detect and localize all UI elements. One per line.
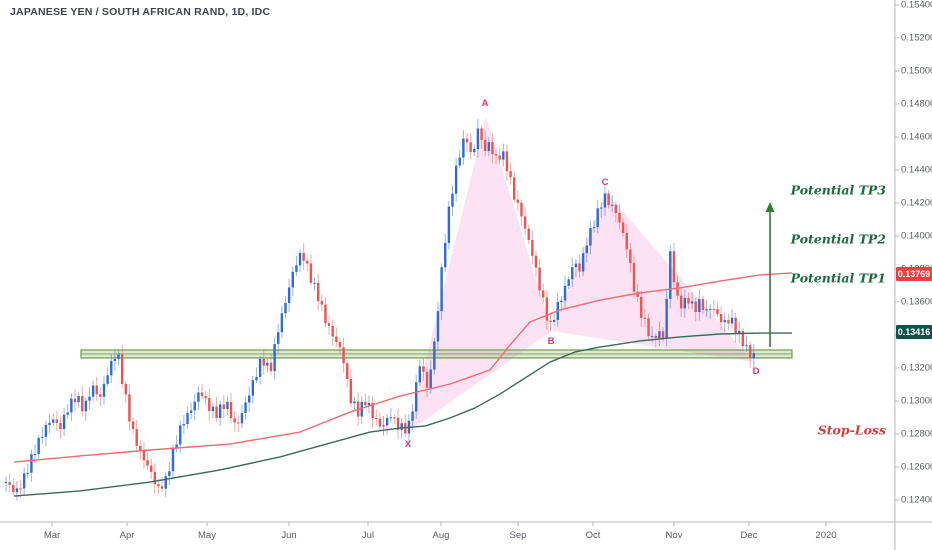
time-axis-label: Apr <box>119 530 135 541</box>
time-axis-label: Jul <box>361 530 375 541</box>
potential-tp3-label: Potential TP3 <box>790 182 886 198</box>
price-axis-label: 0.12600 <box>901 461 932 473</box>
price-axis-label: 0.15000 <box>901 65 932 77</box>
price-axis-label: 0.14000 <box>901 230 932 242</box>
price-axis-label: 0.14400 <box>901 164 932 176</box>
time-axis-label: Oct <box>585 530 601 541</box>
harmonic-pattern-fill[interactable] <box>408 117 753 433</box>
time-axis-label: Sep <box>509 530 527 541</box>
ma-fast-line[interactable] <box>13 272 793 463</box>
pattern-letter-a: A <box>482 98 489 109</box>
price-axis-label: 0.14200 <box>901 197 932 209</box>
price-axis-label: 0.14600 <box>901 131 932 143</box>
stop-loss-label: Stop-Loss <box>817 422 886 438</box>
potential-tp2-label: Potential TP2 <box>790 231 886 247</box>
price-axis-label: 0.14800 <box>901 98 932 110</box>
time-axis-label: May <box>198 530 216 541</box>
ma-fast-value-axis-label: 0.13769 <box>896 267 932 282</box>
time-axis-label: Mar <box>43 530 61 541</box>
price-axis-label: 0.13000 <box>901 395 932 407</box>
projection-arrow[interactable] <box>765 202 775 348</box>
candles-layer[interactable] <box>4 118 755 501</box>
time-axis-label: Jun <box>281 530 297 541</box>
pattern-letter-b: B <box>548 336 555 347</box>
price-axis-label: 0.13600 <box>901 296 932 308</box>
price-axis-label: 0.12800 <box>901 428 932 440</box>
time-axis-label: Dec <box>740 530 758 541</box>
ma-slow-line[interactable] <box>13 332 792 497</box>
price-axis-label: 0.15200 <box>901 32 932 44</box>
pattern-letter-d: D <box>753 366 760 377</box>
time-axis-label: Aug <box>432 530 450 541</box>
time-axis-label: 2020 <box>815 530 837 541</box>
symbol-title: JAPANESE YEN / SOUTH AFRICAN RAND, 1D, I… <box>10 6 271 18</box>
pattern-letters: X A B C D <box>405 98 760 450</box>
support-zone[interactable] <box>80 349 793 359</box>
time-axis-label: Nov <box>665 530 683 541</box>
price-axis-label: 0.15400 <box>901 0 932 11</box>
pattern-letter-c: C <box>602 177 609 188</box>
potential-tp1-label: Potential TP1 <box>790 270 886 286</box>
price-axis-label: 0.12400 <box>901 494 932 506</box>
pattern-letter-x: X <box>405 439 412 450</box>
ma-slow-value-axis-label: 0.13416 <box>896 325 932 340</box>
price-axis-label: 0.13200 <box>901 362 932 374</box>
